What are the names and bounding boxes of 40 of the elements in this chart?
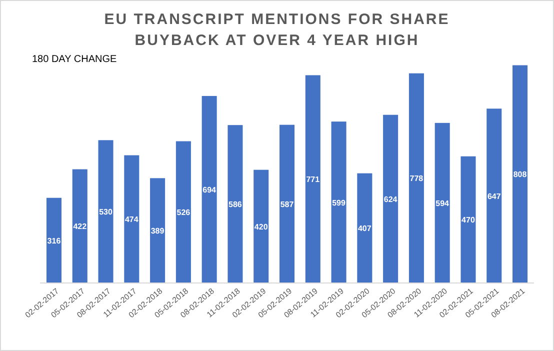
bar (279, 124, 295, 283)
data-label: 407 (358, 224, 372, 234)
bar (98, 140, 114, 283)
data-label: 389 (150, 226, 165, 236)
data-label: 778 (410, 174, 424, 184)
data-label: 599 (332, 198, 346, 208)
bar (46, 198, 62, 283)
bar (72, 169, 88, 283)
bar (305, 75, 320, 283)
data-label: 316 (47, 236, 62, 246)
data-label: 647 (487, 192, 502, 201)
bar (331, 122, 346, 283)
bar (486, 108, 502, 283)
data-label: 694 (202, 185, 217, 194)
data-label: 526 (176, 208, 191, 218)
data-label: 586 (228, 200, 242, 210)
chart-title: EU TRANSCRIPT MENTIONS FOR SHARE BUYBACK AT OVER 4 YEAR HIGH (104, 11, 450, 49)
bar (408, 73, 424, 283)
data-label: 771 (306, 175, 320, 184)
bar (176, 141, 191, 283)
bar (434, 122, 450, 283)
data-label: 420 (254, 222, 268, 232)
data-label: 594 (436, 198, 450, 208)
data-label: 808 (513, 170, 528, 180)
bar (228, 125, 243, 283)
data-label: 587 (280, 200, 294, 209)
data-label: 624 (384, 194, 398, 204)
bar (460, 156, 476, 283)
text: 180 DAY CHANGE (32, 54, 117, 65)
bar (254, 170, 269, 283)
bar (357, 173, 372, 283)
bar (383, 114, 398, 283)
data-label: 422 (73, 222, 88, 232)
bar (202, 96, 217, 283)
data-label: 530 (99, 208, 113, 217)
bar (150, 178, 166, 283)
data-label: 474 (124, 215, 139, 224)
data-label: 470 (462, 216, 476, 225)
bar (512, 65, 528, 283)
bar (124, 155, 140, 283)
